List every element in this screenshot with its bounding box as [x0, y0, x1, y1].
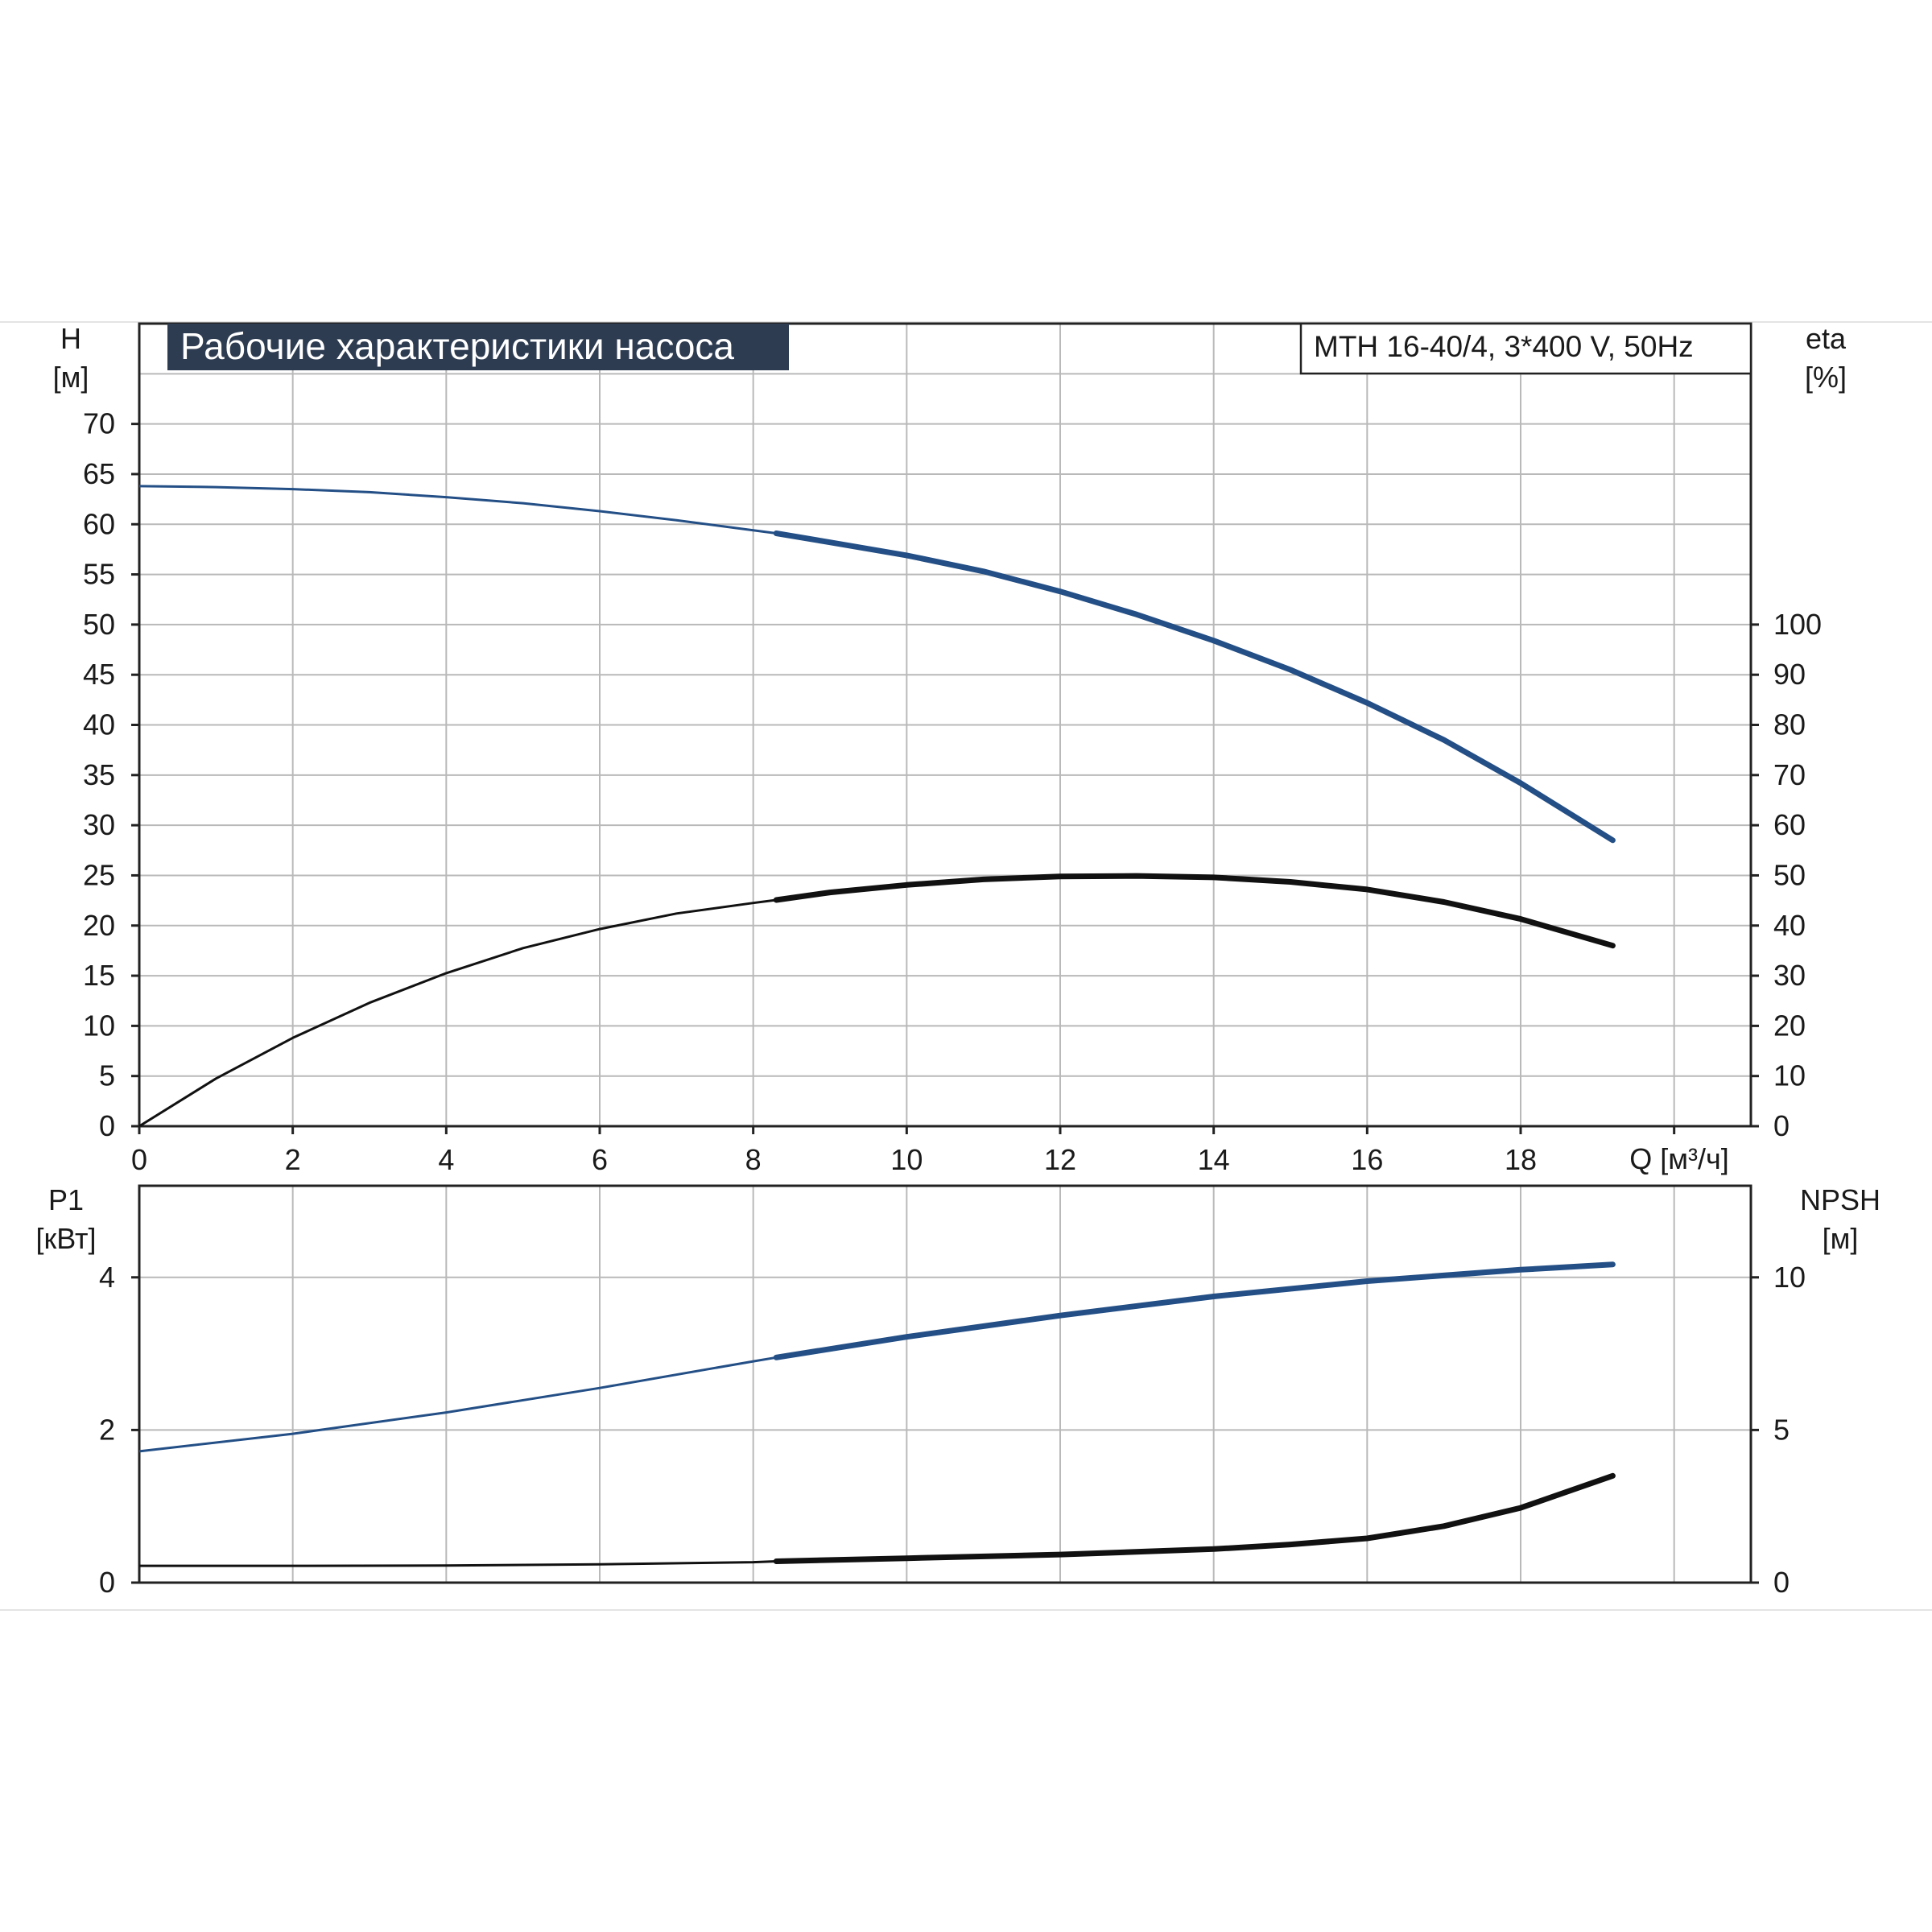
- power-series-0-line: [138, 1356, 777, 1453]
- power-series-1-line: [139, 1560, 777, 1567]
- head-right-tick-label: 80: [1773, 708, 1806, 741]
- head-left-tick-label: 45: [83, 658, 115, 691]
- y-right-label-symbol: eta: [1806, 322, 1847, 355]
- power-npsh-plot: 0 2 4 0 5 10 P1 [кВт] NPSH [м]: [35, 1183, 1880, 1599]
- head-plot-grid: [139, 324, 1751, 1126]
- head-left-tick-label: 60: [83, 507, 115, 540]
- x-tick-label: 10: [890, 1143, 923, 1176]
- head-left-tick-label: 70: [83, 407, 115, 440]
- x-tick-label: 6: [592, 1143, 608, 1176]
- head-right-tick-label: 90: [1773, 658, 1806, 691]
- head-left-tick-label: 5: [99, 1059, 115, 1092]
- head-left-tick-label: 40: [83, 708, 115, 741]
- head-right-tick-label: 0: [1773, 1109, 1790, 1142]
- head-right-tick-label: 10: [1773, 1059, 1806, 1092]
- head-left-tick-label: 55: [83, 558, 115, 591]
- head-right-tick-label: 40: [1773, 909, 1806, 942]
- head-left-tick-label: 35: [83, 758, 115, 791]
- head-left-tick-label: 20: [83, 909, 115, 942]
- x-axis-label: Q [м³/ч]: [1629, 1142, 1729, 1175]
- power-right-tick-label: 0: [1773, 1566, 1790, 1599]
- head-left-tick-label: 65: [83, 457, 115, 490]
- head-right-tick-label: 100: [1773, 608, 1822, 641]
- head-right-tick-label: 30: [1773, 959, 1806, 992]
- power-plot-ticks: 0 2 4 0 5 10: [99, 1261, 1806, 1599]
- head-plot-series: [138, 485, 1616, 1128]
- p1-label-unit: [кВт]: [35, 1222, 96, 1255]
- power-series-0-duty-range: [773, 1261, 1616, 1360]
- power-left-tick-label: 2: [99, 1413, 115, 1446]
- head-left-tick-label: 25: [83, 858, 115, 891]
- title-box: [167, 324, 789, 370]
- head-right-tick-label: 70: [1773, 758, 1806, 791]
- head-series-1-duty-range: [773, 873, 1616, 949]
- head-series-1-line: [138, 898, 777, 1128]
- x-tick-label: 16: [1351, 1143, 1383, 1176]
- power-right-tick-label: 10: [1773, 1261, 1806, 1294]
- power-plot-grid: [139, 1186, 1751, 1583]
- head-efficiency-plot: 0510152025303540455055606570010203040506…: [53, 322, 1847, 1176]
- power-series-1-duty-range: [773, 1472, 1616, 1564]
- head-right-tick-label: 50: [1773, 858, 1806, 891]
- head-left-tick-label: 30: [83, 808, 115, 841]
- y-left-label-symbol: H: [60, 322, 81, 355]
- x-tick-label: 2: [285, 1143, 301, 1176]
- y-right-label-unit: [%]: [1805, 361, 1847, 394]
- power-left-tick-label: 4: [99, 1261, 115, 1294]
- model-box: [1299, 322, 1752, 375]
- head-right-tick-label: 60: [1773, 808, 1806, 841]
- chart-subtitle: MTH 16-40/4, 3*400 V, 50Hz: [1314, 330, 1694, 363]
- x-tick-label: 8: [745, 1143, 762, 1176]
- power-plot-frame: [138, 1184, 1752, 1584]
- power-plot-series: [138, 1261, 1616, 1567]
- head-left-tick-label: 0: [99, 1109, 115, 1142]
- head-series-0-duty-range: [773, 530, 1616, 844]
- x-tick-label: 12: [1044, 1143, 1076, 1176]
- x-tick-label: 4: [438, 1143, 454, 1176]
- x-tick-label: 14: [1198, 1143, 1230, 1176]
- head-left-tick-label: 50: [83, 608, 115, 641]
- head-series-0-line: [138, 485, 777, 535]
- p1-label-symbol: P1: [48, 1183, 84, 1216]
- power-right-tick-label: 5: [1773, 1413, 1790, 1446]
- power-left-tick-label: 0: [99, 1566, 115, 1599]
- head-left-tick-label: 15: [83, 959, 115, 992]
- npsh-label-unit: [м]: [1823, 1222, 1859, 1255]
- head-right-tick-label: 20: [1773, 1009, 1806, 1042]
- y-left-label-unit: [м]: [53, 361, 89, 394]
- head-left-tick-label: 10: [83, 1009, 115, 1042]
- x-tick-label: 18: [1505, 1143, 1537, 1176]
- chart-title: Рабочие характеристики насоса: [180, 325, 734, 367]
- x-tick-label: 0: [131, 1143, 147, 1176]
- head-plot-ticks: 0510152025303540455055606570010203040506…: [83, 407, 1822, 1176]
- npsh-label-symbol: NPSH: [1800, 1183, 1880, 1216]
